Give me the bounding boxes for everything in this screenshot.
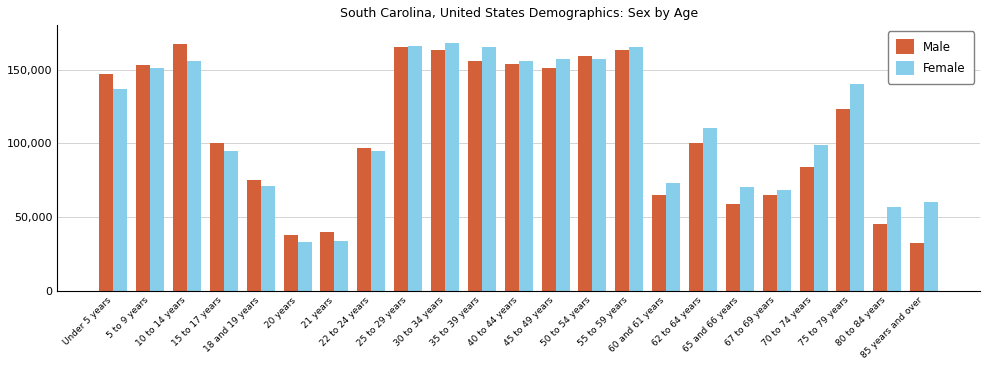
Bar [614,50,629,291]
Bar [835,109,850,291]
Bar [297,242,312,291]
Bar [467,61,481,291]
Bar [799,167,812,291]
Bar [519,61,532,291]
Bar [702,128,716,291]
Bar [113,89,127,291]
Bar [629,47,643,291]
Bar [173,44,186,291]
Bar [504,63,519,291]
Bar [334,240,348,291]
Bar [923,202,937,291]
Bar [776,190,790,291]
Bar [371,150,385,291]
Bar [210,143,224,291]
Bar [873,224,886,291]
Bar [886,207,900,291]
Bar [186,61,201,291]
Bar [224,150,238,291]
Bar [445,43,458,291]
Bar [393,47,407,291]
Bar [688,143,702,291]
Bar [652,195,666,291]
Bar [909,243,923,291]
Bar [100,74,113,291]
Bar [150,68,164,291]
Bar [246,180,260,291]
Bar [666,183,679,291]
Bar [260,186,274,291]
Bar [740,188,753,291]
Bar [725,204,740,291]
Bar [762,195,776,291]
Bar [850,84,864,291]
Bar [320,232,334,291]
Legend: Male, Female: Male, Female [887,31,973,84]
Bar [136,65,150,291]
Bar [481,47,495,291]
Bar [431,50,445,291]
Bar [578,56,592,291]
Bar [541,68,555,291]
Title: South Carolina, United States Demographics: Sex by Age: South Carolina, United States Demographi… [339,7,697,20]
Bar [357,148,371,291]
Bar [407,46,422,291]
Bar [555,59,569,291]
Bar [283,235,297,291]
Bar [592,59,605,291]
Bar [812,145,826,291]
